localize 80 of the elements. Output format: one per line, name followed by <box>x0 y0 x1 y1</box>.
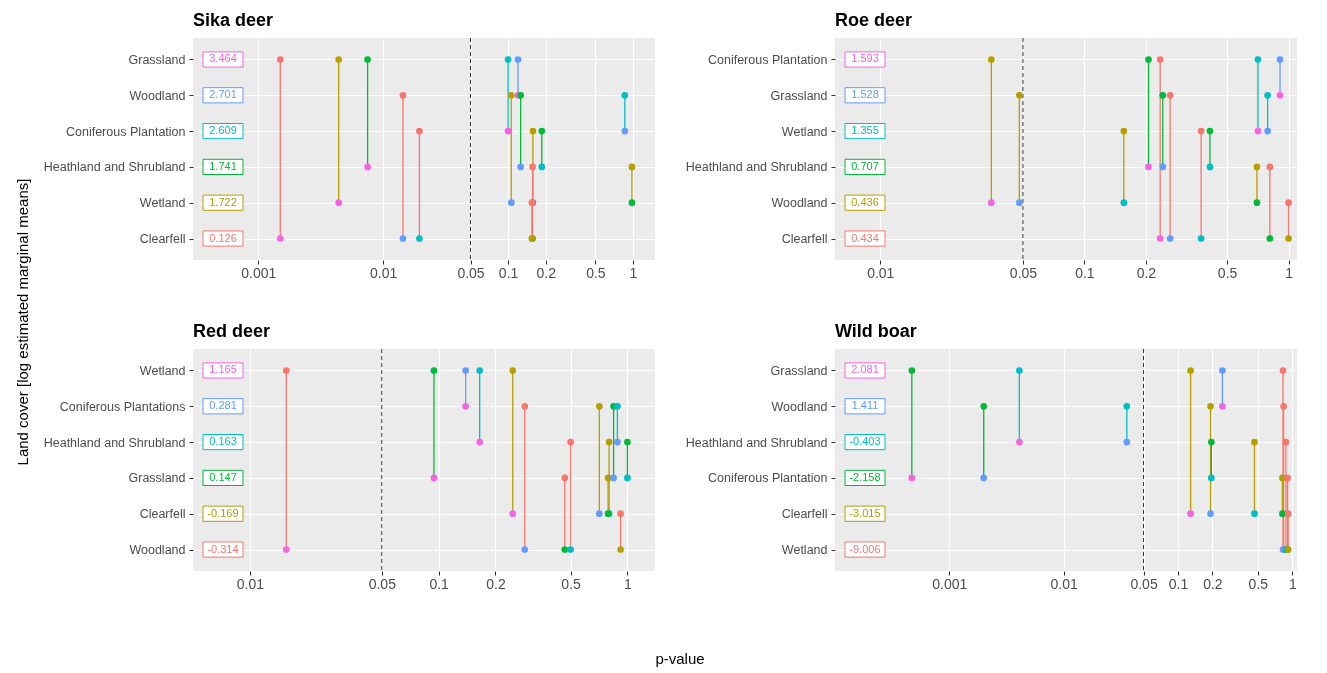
y-tick-label: Woodland <box>129 543 186 558</box>
y-tick-label: Heathland and Shrubland <box>685 435 828 450</box>
y-tick-label: Wetland <box>139 196 186 211</box>
annotation: -0.314 <box>207 542 239 555</box>
x-tick-label: 0.01 <box>370 264 398 281</box>
annotation: 2.609 <box>209 124 237 137</box>
chart-title: Sika deer <box>193 9 274 30</box>
x-tick-label: 0.05 <box>368 575 397 592</box>
annotation: 1.165 <box>209 363 237 376</box>
y-tick-label: Grassland <box>770 88 828 103</box>
y-tick-label: Clearfell <box>139 507 186 522</box>
annotation: 2.081 <box>851 363 879 376</box>
chart-title: Red deer <box>193 320 271 341</box>
y-tick-label: Wetland <box>781 543 828 558</box>
annotation: -9.006 <box>849 542 881 555</box>
y-tick-label: Grassland <box>128 52 186 67</box>
x-tick-label: 0.05 <box>1009 264 1038 281</box>
annotation: 0.163 <box>209 435 237 448</box>
x-tick-label: 0.2 <box>486 575 506 592</box>
y-tick-label: Grassland <box>770 363 828 378</box>
annotation: -3.015 <box>849 506 881 519</box>
y-tick-label: Heathland and Shrubland <box>685 160 828 175</box>
y-tick-label: Clearfell <box>781 232 828 247</box>
annotation: 3.464 <box>209 52 237 65</box>
annotation: -0.403 <box>849 435 881 448</box>
x-tick-label: 0.1 <box>1168 575 1189 592</box>
annotation: 1.593 <box>851 52 879 65</box>
chart-title: Roe deer <box>835 9 913 30</box>
x-tick-label: 1 <box>629 264 638 281</box>
y-tick-label: Heathland and Shrubland <box>43 435 186 450</box>
x-tick-label: 0.2 <box>536 264 557 281</box>
x-axis-title: p-value <box>655 650 705 667</box>
annotation: 1.528 <box>851 88 879 101</box>
y-tick-label: Clearfell <box>139 232 186 247</box>
annotation: 1.741 <box>209 159 237 172</box>
x-tick-label: 0.1 <box>498 264 519 281</box>
annotation: 1.722 <box>209 195 237 208</box>
x-tick-label: 0.01 <box>236 575 265 592</box>
annotation: 0.707 <box>851 159 879 172</box>
annotation: -2.158 <box>849 470 881 483</box>
x-tick-label: 0.5 <box>1217 264 1238 281</box>
annotation: -0.169 <box>207 506 239 519</box>
y-tick-label: Grassland <box>128 471 186 486</box>
x-tick-label: 0.05 <box>457 264 485 281</box>
y-tick-label: Woodland <box>129 88 186 103</box>
x-tick-label: 0.5 <box>586 264 606 281</box>
annotation: 0.436 <box>851 195 879 208</box>
x-tick-label: 0.2 <box>1136 264 1157 281</box>
annotation: 0.434 <box>851 231 879 244</box>
y-tick-label: Coniferous Plantation <box>65 124 186 139</box>
x-tick-label: 0.2 <box>1203 575 1223 592</box>
x-tick-label: 0.01 <box>1050 575 1078 592</box>
y-tick-label: Wetland <box>781 124 828 139</box>
x-tick-label: 0.1 <box>1075 264 1095 281</box>
x-tick-label: 0.5 <box>1248 575 1269 592</box>
y-axis-title: Land cover [log estimated marginal means] <box>13 178 31 466</box>
annotation: 1.355 <box>851 124 879 137</box>
y-tick-label: Woodland <box>771 399 828 414</box>
x-tick-label: 1 <box>1288 575 1297 592</box>
x-tick-label: 0.001 <box>241 264 277 281</box>
annotation: 0.281 <box>209 399 237 412</box>
x-tick-label: 0.5 <box>561 575 582 592</box>
x-tick-label: 1 <box>1285 264 1294 281</box>
annotation: 0.147 <box>209 470 237 483</box>
x-tick-label: 0.1 <box>429 575 450 592</box>
annotation: 1.411 <box>851 399 879 412</box>
annotation: 0.126 <box>209 231 237 244</box>
y-tick-label: Woodland <box>771 196 828 211</box>
x-tick-label: 0.001 <box>932 575 968 592</box>
y-tick-label: Coniferous Plantation <box>707 471 828 486</box>
x-tick-label: 0.05 <box>1130 575 1158 592</box>
y-tick-label: Heathland and Shrubland <box>43 160 186 175</box>
x-tick-label: 1 <box>624 575 633 592</box>
y-tick-label: Coniferous Plantation <box>707 52 828 67</box>
annotation: 2.701 <box>209 88 237 101</box>
y-tick-label: Wetland <box>139 363 186 378</box>
chart-title: Wild boar <box>835 320 917 341</box>
y-tick-label: Clearfell <box>781 507 828 522</box>
y-tick-label: Coniferous Plantations <box>59 399 186 414</box>
x-tick-label: 0.01 <box>867 264 895 281</box>
